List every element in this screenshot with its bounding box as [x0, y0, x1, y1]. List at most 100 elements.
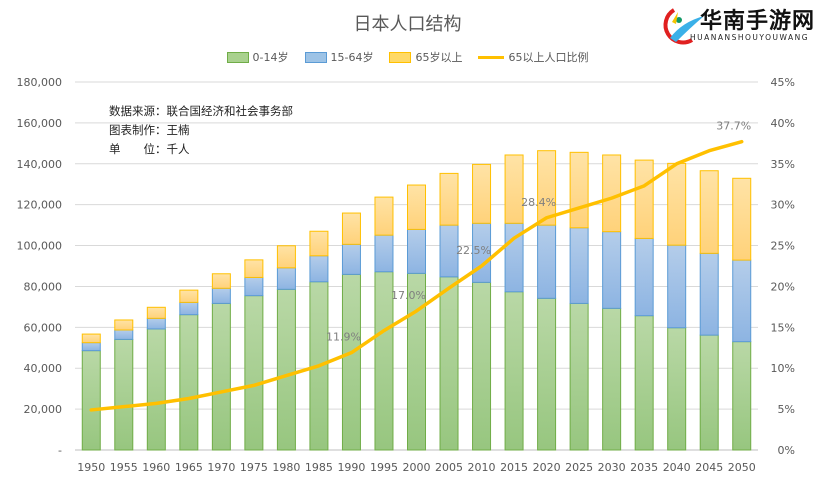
legend-swatch: [389, 51, 412, 63]
bar-15-64: [602, 231, 622, 309]
bar-0-14: [114, 338, 134, 451]
y-tick-label: 60,000: [24, 321, 63, 334]
bar-0-14: [732, 341, 752, 451]
data-label: 11.9%: [326, 331, 361, 344]
bar-65plus: [179, 289, 199, 303]
watermark-subtext: HUANANSHOUYOUWANG: [690, 33, 810, 42]
x-tick-label: 2020: [533, 461, 561, 474]
bar-15-64: [244, 276, 264, 297]
x-tick-label: 1985: [305, 461, 333, 474]
y2-tick-label: 0%: [778, 444, 795, 457]
bar-0-14: [276, 288, 296, 451]
bar-0-14: [146, 328, 166, 451]
bar-65plus: [504, 154, 524, 224]
annotation-author: 图表制作：王楠: [109, 123, 190, 137]
bar-15-64: [407, 228, 426, 274]
bar-0-14: [81, 350, 101, 451]
x-tick-label: 1995: [370, 461, 398, 474]
bar-65plus: [667, 162, 687, 246]
bar-0-14: [569, 302, 589, 451]
bar-0-14: [179, 314, 199, 451]
bar-0-14: [244, 295, 264, 451]
bar-65plus: [439, 172, 459, 226]
y2-tick-label: 10%: [771, 362, 795, 375]
x-tick-label: 1980: [272, 461, 300, 474]
source-annotation: 数据来源：联合国经济和社会事务部 图表制作：王楠 单 位：千人: [109, 102, 293, 159]
bar-15-64: [732, 259, 752, 343]
bar-65plus: [341, 212, 361, 245]
y-tick-label: 180,000: [17, 76, 63, 89]
bar-15-64: [114, 329, 134, 340]
bar-65plus: [81, 333, 101, 344]
data-label: 37.7%: [716, 120, 751, 133]
x-tick-label: 1965: [175, 461, 203, 474]
y-tick-label: 80,000: [24, 280, 63, 293]
bar-15-64: [341, 243, 361, 275]
bar-15-64: [81, 342, 101, 352]
bar-65plus: [602, 154, 622, 233]
y2-tick-label: 30%: [771, 199, 795, 212]
legend-label: 65以上人口比例: [508, 51, 589, 64]
bar-0-14: [699, 334, 719, 451]
bar-15-64: [699, 252, 719, 336]
legend-label: 65岁以上: [415, 51, 463, 64]
bar-0-14: [504, 291, 524, 451]
x-tick-label: 2015: [500, 461, 528, 474]
bar-15-64: [667, 244, 687, 329]
bar-0-14: [439, 276, 459, 451]
data-label: 28.4%: [521, 196, 556, 209]
bar-65plus: [732, 177, 752, 261]
bar-0-14: [341, 273, 361, 451]
y-tick-label: 40,000: [24, 362, 63, 375]
y2-tick-label: 25%: [771, 240, 795, 253]
bar-65plus: [699, 170, 719, 254]
y-tick-label: 100,000: [17, 240, 63, 253]
x-tick-label: 2010: [468, 461, 496, 474]
legend-swatch: [226, 51, 249, 63]
y2-tick-label: 35%: [771, 158, 795, 171]
bar-65plus: [309, 230, 329, 257]
bar-15-64: [179, 301, 199, 316]
bar-65plus: [634, 159, 654, 239]
bar-65plus: [537, 150, 557, 226]
bar-15-64: [146, 317, 166, 330]
bar-0-14: [667, 327, 687, 451]
annotation-unit: 单 位：千人: [109, 142, 190, 156]
bar-15-64: [634, 237, 654, 317]
x-tick-label: 2030: [598, 461, 626, 474]
data-label: 17.0%: [391, 289, 426, 302]
legend-item-0-14: 0-14岁: [226, 49, 289, 65]
y-tick-label: 20,000: [24, 403, 63, 416]
bar-65plus: [569, 151, 589, 229]
bar-0-14: [537, 297, 557, 451]
bar-0-14: [211, 302, 231, 451]
x-tick-label: 2040: [663, 461, 691, 474]
y2-tick-label: 45%: [771, 76, 795, 89]
chart-title: 日本人口结构: [353, 14, 462, 35]
x-tick-label: 1955: [110, 461, 138, 474]
y-tick-label: 120,000: [17, 199, 63, 212]
legend-line-swatch: [478, 55, 505, 59]
watermark-text: 华南手游网: [700, 9, 815, 34]
data-label: 22.5%: [456, 244, 491, 257]
x-tick-label: 1960: [142, 461, 170, 474]
bar-15-64: [537, 224, 557, 299]
watermark-logo-icon: [663, 8, 704, 45]
legend-item-ratio: 65以上人口比例: [478, 49, 588, 65]
x-tick-label: 2005: [435, 461, 463, 474]
y2-tick-label: 20%: [771, 280, 795, 293]
bar-15-64: [309, 255, 329, 283]
bar-65plus: [472, 163, 492, 224]
bar-65plus: [276, 245, 296, 269]
x-tick-label: 1970: [207, 461, 235, 474]
bar-15-64: [569, 227, 589, 304]
x-tick-label: 2000: [403, 461, 431, 474]
legend-label: 0-14岁: [252, 51, 289, 64]
bar-65plus: [374, 196, 394, 236]
x-tick-label: 1950: [77, 461, 105, 474]
bar-65plus: [211, 273, 231, 289]
legend-swatch: [304, 51, 327, 63]
bar-65plus: [146, 306, 166, 319]
y-tick-label: 140,000: [17, 158, 63, 171]
